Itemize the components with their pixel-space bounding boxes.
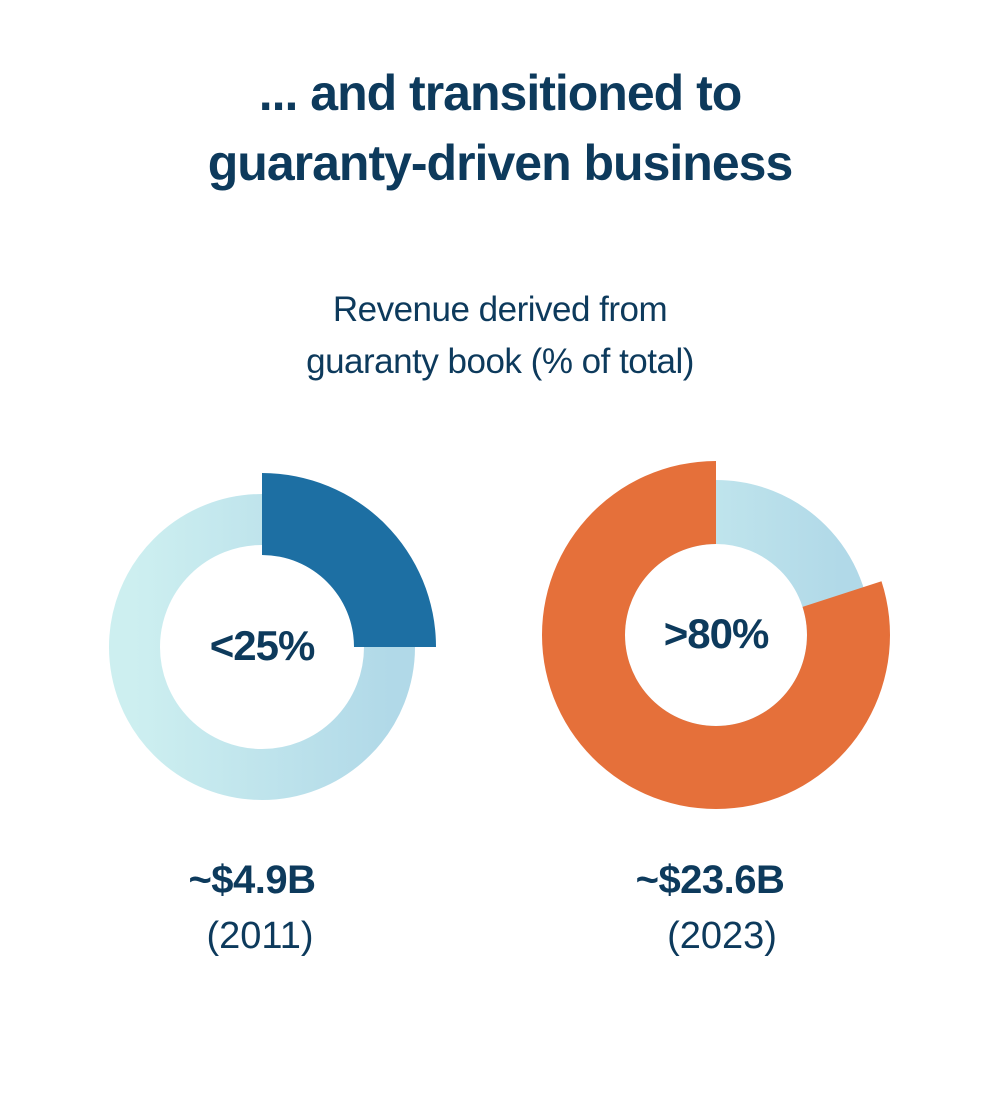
chart-subtitle: Revenue derived from guaranty book (% of… [0, 284, 1000, 388]
donut-highlight-slice [541, 461, 890, 809]
donut-highlight-slice [262, 473, 436, 647]
title-line-2: guaranty-driven business [207, 135, 794, 191]
subtitle-line-1: Revenue derived from [332, 290, 668, 329]
amount-2011: ~$4.9B [188, 858, 316, 902]
donut-2011-center-label: <25% [209, 622, 316, 669]
title-line-1: ... and transitioned to [258, 65, 743, 121]
year-2023: (2023) [667, 915, 777, 957]
year-2011: (2011) [206, 915, 314, 957]
donut-2023-center-label: >80% [663, 610, 770, 657]
subtitle-line-2: guaranty book (% of total) [306, 342, 694, 381]
amount-2023: ~$23.6B [635, 858, 785, 902]
page-title: ... and transitioned to guaranty-driven … [0, 58, 1000, 198]
